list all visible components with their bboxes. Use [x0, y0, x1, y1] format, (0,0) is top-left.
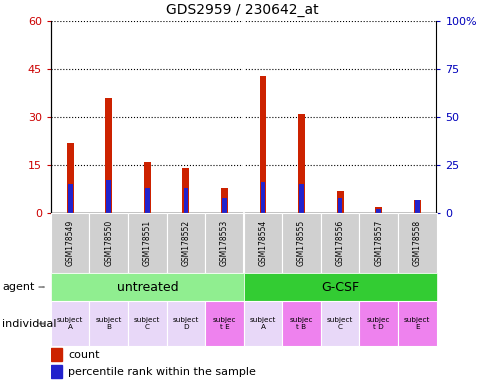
Bar — [51, 365, 62, 379]
Bar — [89, 301, 128, 346]
Bar — [397, 213, 436, 273]
Bar — [375, 207, 381, 213]
Bar — [128, 301, 166, 346]
Bar — [243, 301, 282, 346]
Text: percentile rank within the sample: percentile rank within the sample — [68, 367, 256, 377]
Text: GSM178550: GSM178550 — [104, 220, 113, 266]
Bar — [205, 301, 243, 346]
Bar — [205, 213, 243, 273]
Text: subject
B: subject B — [95, 317, 121, 330]
Text: subjec
t E: subjec t E — [212, 317, 236, 330]
Bar — [106, 180, 111, 213]
Bar — [243, 273, 436, 301]
Bar — [51, 213, 89, 273]
Text: subject
C: subject C — [326, 317, 352, 330]
Bar — [359, 213, 397, 273]
Bar — [105, 98, 112, 213]
Bar — [320, 213, 359, 273]
Bar — [376, 209, 380, 213]
Bar — [260, 182, 265, 213]
Text: subject
A: subject A — [57, 317, 83, 330]
Text: GDS2959 / 230642_at: GDS2959 / 230642_at — [166, 3, 318, 17]
Bar — [243, 213, 282, 273]
Bar — [51, 348, 62, 361]
Bar — [221, 187, 227, 213]
Bar — [413, 200, 420, 213]
Text: untreated: untreated — [116, 281, 178, 293]
Bar — [145, 188, 150, 213]
Text: GSM178555: GSM178555 — [296, 220, 305, 266]
Bar — [182, 168, 189, 213]
Text: individual: individual — [2, 318, 57, 329]
Bar — [67, 143, 74, 213]
Text: GSM178558: GSM178558 — [412, 220, 421, 266]
Bar — [299, 184, 303, 213]
Text: GSM178552: GSM178552 — [181, 220, 190, 266]
Text: GSM178549: GSM178549 — [65, 220, 75, 266]
Text: subject
E: subject E — [403, 317, 429, 330]
Bar — [397, 301, 436, 346]
Bar — [298, 114, 304, 213]
Text: agent: agent — [2, 282, 35, 292]
Text: count: count — [68, 349, 100, 359]
Bar — [51, 301, 89, 346]
Bar — [89, 213, 128, 273]
Bar — [320, 301, 359, 346]
Bar — [337, 198, 342, 213]
Text: subjec
t B: subjec t B — [289, 317, 313, 330]
Bar — [414, 200, 419, 213]
Bar — [128, 213, 166, 273]
Text: GSM178553: GSM178553 — [219, 220, 228, 266]
Bar — [259, 76, 266, 213]
Bar — [282, 213, 320, 273]
Bar — [166, 213, 205, 273]
Text: subject
D: subject D — [172, 317, 198, 330]
Text: GSM178551: GSM178551 — [142, 220, 151, 266]
Bar — [183, 188, 188, 213]
Text: subject
A: subject A — [249, 317, 275, 330]
Bar — [51, 273, 243, 301]
Text: GSM178556: GSM178556 — [335, 220, 344, 266]
Bar — [336, 191, 343, 213]
Bar — [144, 162, 151, 213]
Bar — [222, 198, 227, 213]
Text: GSM178557: GSM178557 — [373, 220, 382, 266]
Bar — [166, 301, 205, 346]
Text: subject
C: subject C — [134, 317, 160, 330]
Bar — [68, 184, 73, 213]
Bar — [282, 301, 320, 346]
Bar — [359, 301, 397, 346]
Text: G-CSF: G-CSF — [320, 281, 359, 293]
Text: subjec
t D: subjec t D — [366, 317, 390, 330]
Text: GSM178554: GSM178554 — [258, 220, 267, 266]
